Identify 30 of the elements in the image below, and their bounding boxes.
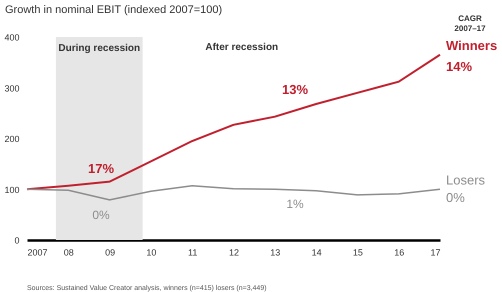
line-series [26,54,441,190]
x-tick-label: 15 [352,248,363,258]
annotation: After recession [205,42,278,53]
chart-title: Growth in nominal EBIT (indexed 2007=100) [5,4,222,16]
x-tick-label: 2007 [28,248,48,258]
y-tick-label: 300 [4,83,20,94]
annotation: 1% [286,197,304,211]
x-tick-label: 10 [146,248,156,258]
band-label: During recession [58,43,140,54]
y-tick-label: 200 [4,134,20,144]
series-label: Winners [446,38,498,53]
x-tick-label: 09 [105,248,116,258]
x-tick-label: 12 [228,248,240,258]
text: 14% [446,59,472,74]
y-tick-label: 100 [4,184,20,195]
text: 0% [446,190,466,205]
x-tick-label: 16 [394,248,404,258]
line-series [26,184,441,201]
annotation: 17% [88,161,114,176]
x-tick-label: 11 [188,248,198,258]
annotation: 13% [282,82,308,97]
y-tick-label: 0 [14,236,20,246]
annotation: 0% [92,208,110,222]
x-tick-label: 14 [312,248,322,258]
x-tick-label: 13 [270,248,280,258]
series-label: Losers [446,172,486,188]
x-tick-label: 17 [430,248,440,258]
x-tick-label: 08 [64,248,74,258]
y-tick-label: 400 [4,32,20,42]
text: CAGR 2007–17 [454,14,486,33]
